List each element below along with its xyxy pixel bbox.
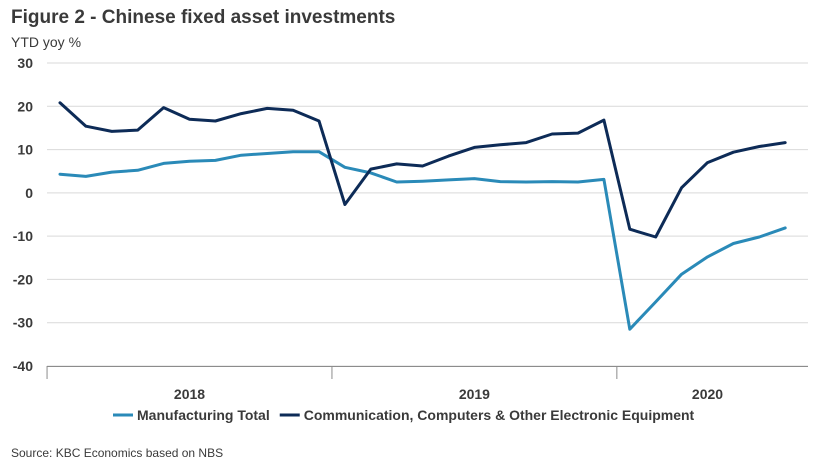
y-tick-label: -10 (13, 228, 33, 244)
x-tick-label: 2019 (459, 386, 490, 402)
series-lines (58, 101, 787, 331)
y-tick-label: -30 (13, 315, 33, 331)
legend-label: Communication, Computers & Other Electro… (304, 407, 695, 423)
legend-label: Manufacturing Total (137, 407, 270, 423)
source-note: Source: KBC Economics based on NBS (11, 446, 224, 460)
y-tick-label: -20 (13, 271, 33, 287)
chart-title: Figure 2 - Chinese fixed asset investmen… (11, 7, 396, 28)
y-tick-label: 30 (17, 55, 33, 71)
x-tick-label: 2018 (174, 386, 205, 402)
y-tick-label: 10 (17, 142, 33, 158)
y-tick-label: 0 (25, 185, 33, 201)
legend: Manufacturing Total Communication, Comput… (113, 407, 695, 423)
series-line-manufacturing-total (58, 150, 787, 331)
series-line-communication-computers-electronics (58, 101, 787, 239)
y-tick-label: 20 (17, 98, 33, 114)
x-tick-label: 2020 (692, 386, 723, 402)
y-tick-labels: 30 20 10 0 -10 -20 -30 -40 (13, 55, 33, 374)
x-axis: 2018 2019 2020 (46, 366, 808, 402)
y-tick-label: -40 (13, 358, 33, 374)
y-axis-label: YTD yoy % (11, 34, 82, 50)
